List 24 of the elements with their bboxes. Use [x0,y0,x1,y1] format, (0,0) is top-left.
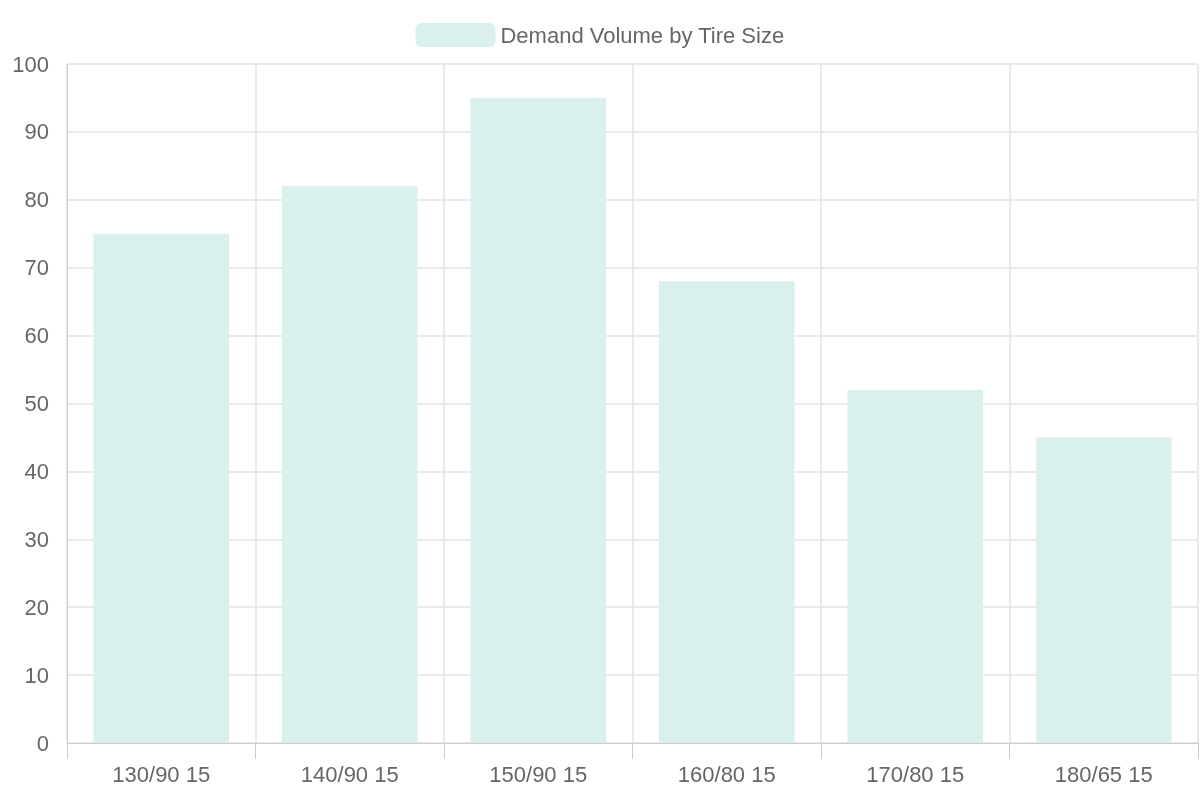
y-tick-label: 90 [24,119,49,145]
y-tick-label: 60 [24,323,49,349]
x-tick-label: 140/90 15 [300,761,399,787]
bar [93,233,230,743]
y-tick-label: 70 [24,255,49,281]
x-tick-label: 130/90 15 [112,761,211,787]
legend-label: Demand Volume by Tire Size [500,22,785,48]
x-tick-label: 160/80 15 [677,761,776,787]
bar [847,389,984,743]
bar [658,281,795,743]
x-tick-label: 170/80 15 [866,761,965,787]
y-tick-label: 10 [24,662,49,688]
x-tick-label: 150/90 15 [489,761,588,787]
y-tick-label: 100 [12,51,49,77]
x-tick-label: 180/65 15 [1054,761,1153,787]
y-tick-label: 80 [24,187,49,213]
y-tick-label: 50 [24,391,49,416]
y-tick-label: 30 [24,526,49,552]
y-tick-label: 40 [24,458,49,484]
bar [470,97,607,743]
bar [281,186,418,743]
y-tick-label: 0 [36,730,49,756]
y-tick-label: 20 [24,594,49,620]
bar [1035,437,1172,743]
